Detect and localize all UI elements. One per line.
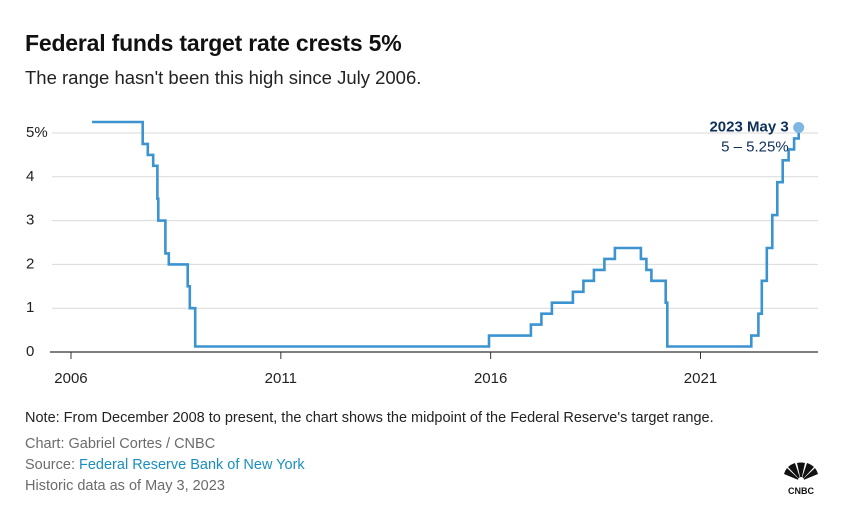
source-link[interactable]: Federal Reserve Bank of New York	[79, 457, 305, 473]
x-axis-ticks: 2006 2011 2016 2021	[54, 352, 717, 387]
chart-subtitle: The range hasn't been this high since Ju…	[25, 67, 422, 88]
series-line-fed-funds-rate	[92, 120, 800, 348]
chart-note: Note: From December 2008 to present, the…	[25, 410, 714, 426]
y-tick-label-3: 3	[26, 212, 34, 229]
cnbc-wordmark: CNBC	[788, 486, 814, 496]
cnbc-peacock-icon	[784, 462, 818, 483]
y-tick-label-2: 2	[26, 255, 34, 272]
highlight-label: 2023 May 3	[709, 118, 788, 135]
chart-title: Federal funds target rate crests 5%	[25, 30, 402, 56]
line-chart: 0 1 2 3 4 5% 2006 2011 2016 2021 2023 May 3 5 – …	[26, 118, 818, 387]
chart-credit: Chart: Gabriel Cortes / CNBC	[25, 436, 216, 452]
y-tick-label-4: 4	[26, 168, 34, 185]
gridlines	[52, 132, 818, 309]
highlight-value: 5 – 5.25%	[721, 138, 789, 155]
chart-source: Source: Federal Reserve Bank of New York	[25, 457, 305, 473]
y-tick-label-1: 1	[26, 299, 34, 316]
y-tick-label-0: 0	[26, 343, 34, 360]
cnbc-logo: CNBC	[784, 462, 818, 496]
data-as-of: Historic data as of May 3, 2023	[25, 478, 225, 494]
y-axis-ticks: 0 1 2 3 4 5%	[26, 124, 48, 360]
x-tick-label-2016: 2016	[474, 370, 507, 387]
x-tick-label-2006: 2006	[54, 370, 87, 387]
x-tick-label-2021: 2021	[684, 370, 717, 387]
x-tick-label-2011: 2011	[265, 370, 297, 387]
y-tick-label-5: 5%	[26, 124, 48, 141]
highlight-point[interactable]	[793, 121, 805, 133]
source-prefix: Source:	[25, 457, 79, 473]
